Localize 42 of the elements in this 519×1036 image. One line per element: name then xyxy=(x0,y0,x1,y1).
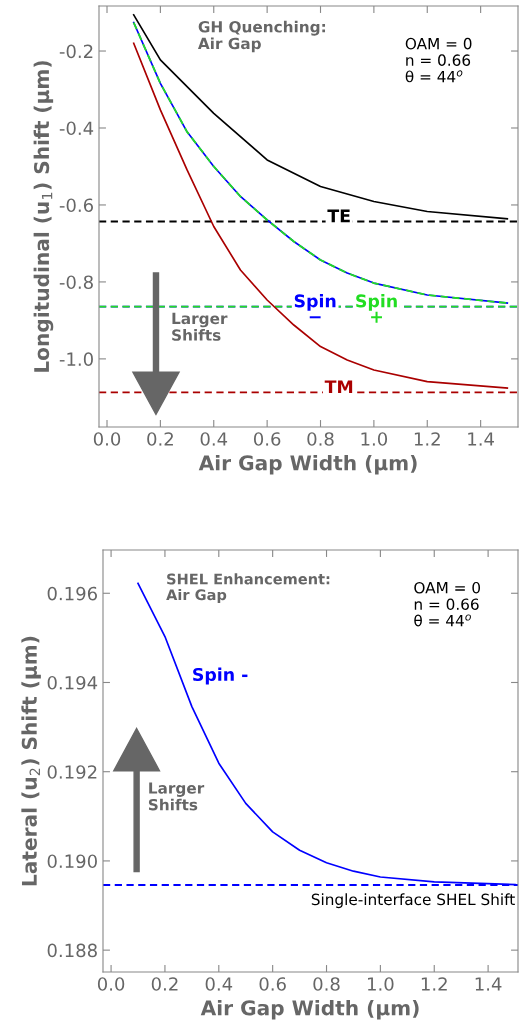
annotation: SHEL Enhancement: Air Gap xyxy=(166,573,330,604)
x-tick-label: 0.4 xyxy=(205,977,233,991)
annotation: OAM = 0 n = 0.66 θ = 44$^{o}$ xyxy=(405,37,472,83)
x-tick-label: 1.0 xyxy=(368,977,394,991)
x-tick-label: 1.2 xyxy=(421,977,447,991)
x-tick-label: 1.4 xyxy=(475,977,502,991)
x-tick-label: 0.2 xyxy=(147,432,173,446)
ref-line-label: TE xyxy=(327,209,350,223)
y-tick-label: 0.192 xyxy=(47,765,97,779)
ref-line-label: TM xyxy=(324,380,353,394)
x-tick-label: 0.6 xyxy=(259,977,286,991)
x-tick-label: 0.8 xyxy=(313,977,340,991)
y-tick-label: -0.6 xyxy=(59,198,93,213)
annotation: Larger Shifts xyxy=(148,782,205,811)
y-tick-label: -0.4 xyxy=(59,121,94,136)
x-axis-title: Air Gap Width (μm) xyxy=(198,454,417,475)
annotation: OAM = 0 n = 0.66 θ = 44$^{o}$ xyxy=(414,581,481,627)
x-tick-label: 0.6 xyxy=(253,432,281,446)
y-axis-title: Longitudinal (u$_{1}$) Shift (μm) xyxy=(33,61,54,372)
x-tick-label: 0.8 xyxy=(307,432,334,446)
annotation: GH Quenching: Air Gap xyxy=(197,20,326,53)
y-tick-label: 0.194 xyxy=(47,675,98,690)
ref-line-label: Spin + xyxy=(356,294,397,323)
x-tick-label: 1.0 xyxy=(361,432,388,446)
x-tick-label: 1.4 xyxy=(468,432,494,446)
y-tick-label: -0.2 xyxy=(59,44,93,59)
x-tick-label: 0.2 xyxy=(151,977,178,991)
y-axis-title: Lateral (u$_{2}$) Shift (μm) xyxy=(21,636,41,886)
y-tick-label: -0.8 xyxy=(59,275,93,290)
y-tick-label: 0.190 xyxy=(47,854,97,869)
series-label: Spin - xyxy=(193,667,248,685)
x-axis-title: Air Gap Width (μm) xyxy=(200,999,419,1020)
y-tick-label: -1.0 xyxy=(59,352,93,366)
x-tick-label: 0.0 xyxy=(97,977,125,991)
ref-line-label: Single-interface SHEL Shift xyxy=(311,893,515,909)
y-tick-label: 0.188 xyxy=(47,943,97,958)
x-tick-label: 1.2 xyxy=(414,432,440,446)
annotation: Larger Shifts xyxy=(172,312,228,341)
ref-line-label: Spin − xyxy=(294,294,336,319)
x-tick-label: 0.4 xyxy=(200,432,228,446)
y-tick-label: 0.196 xyxy=(47,586,97,601)
x-tick-label: 0.0 xyxy=(93,432,121,446)
